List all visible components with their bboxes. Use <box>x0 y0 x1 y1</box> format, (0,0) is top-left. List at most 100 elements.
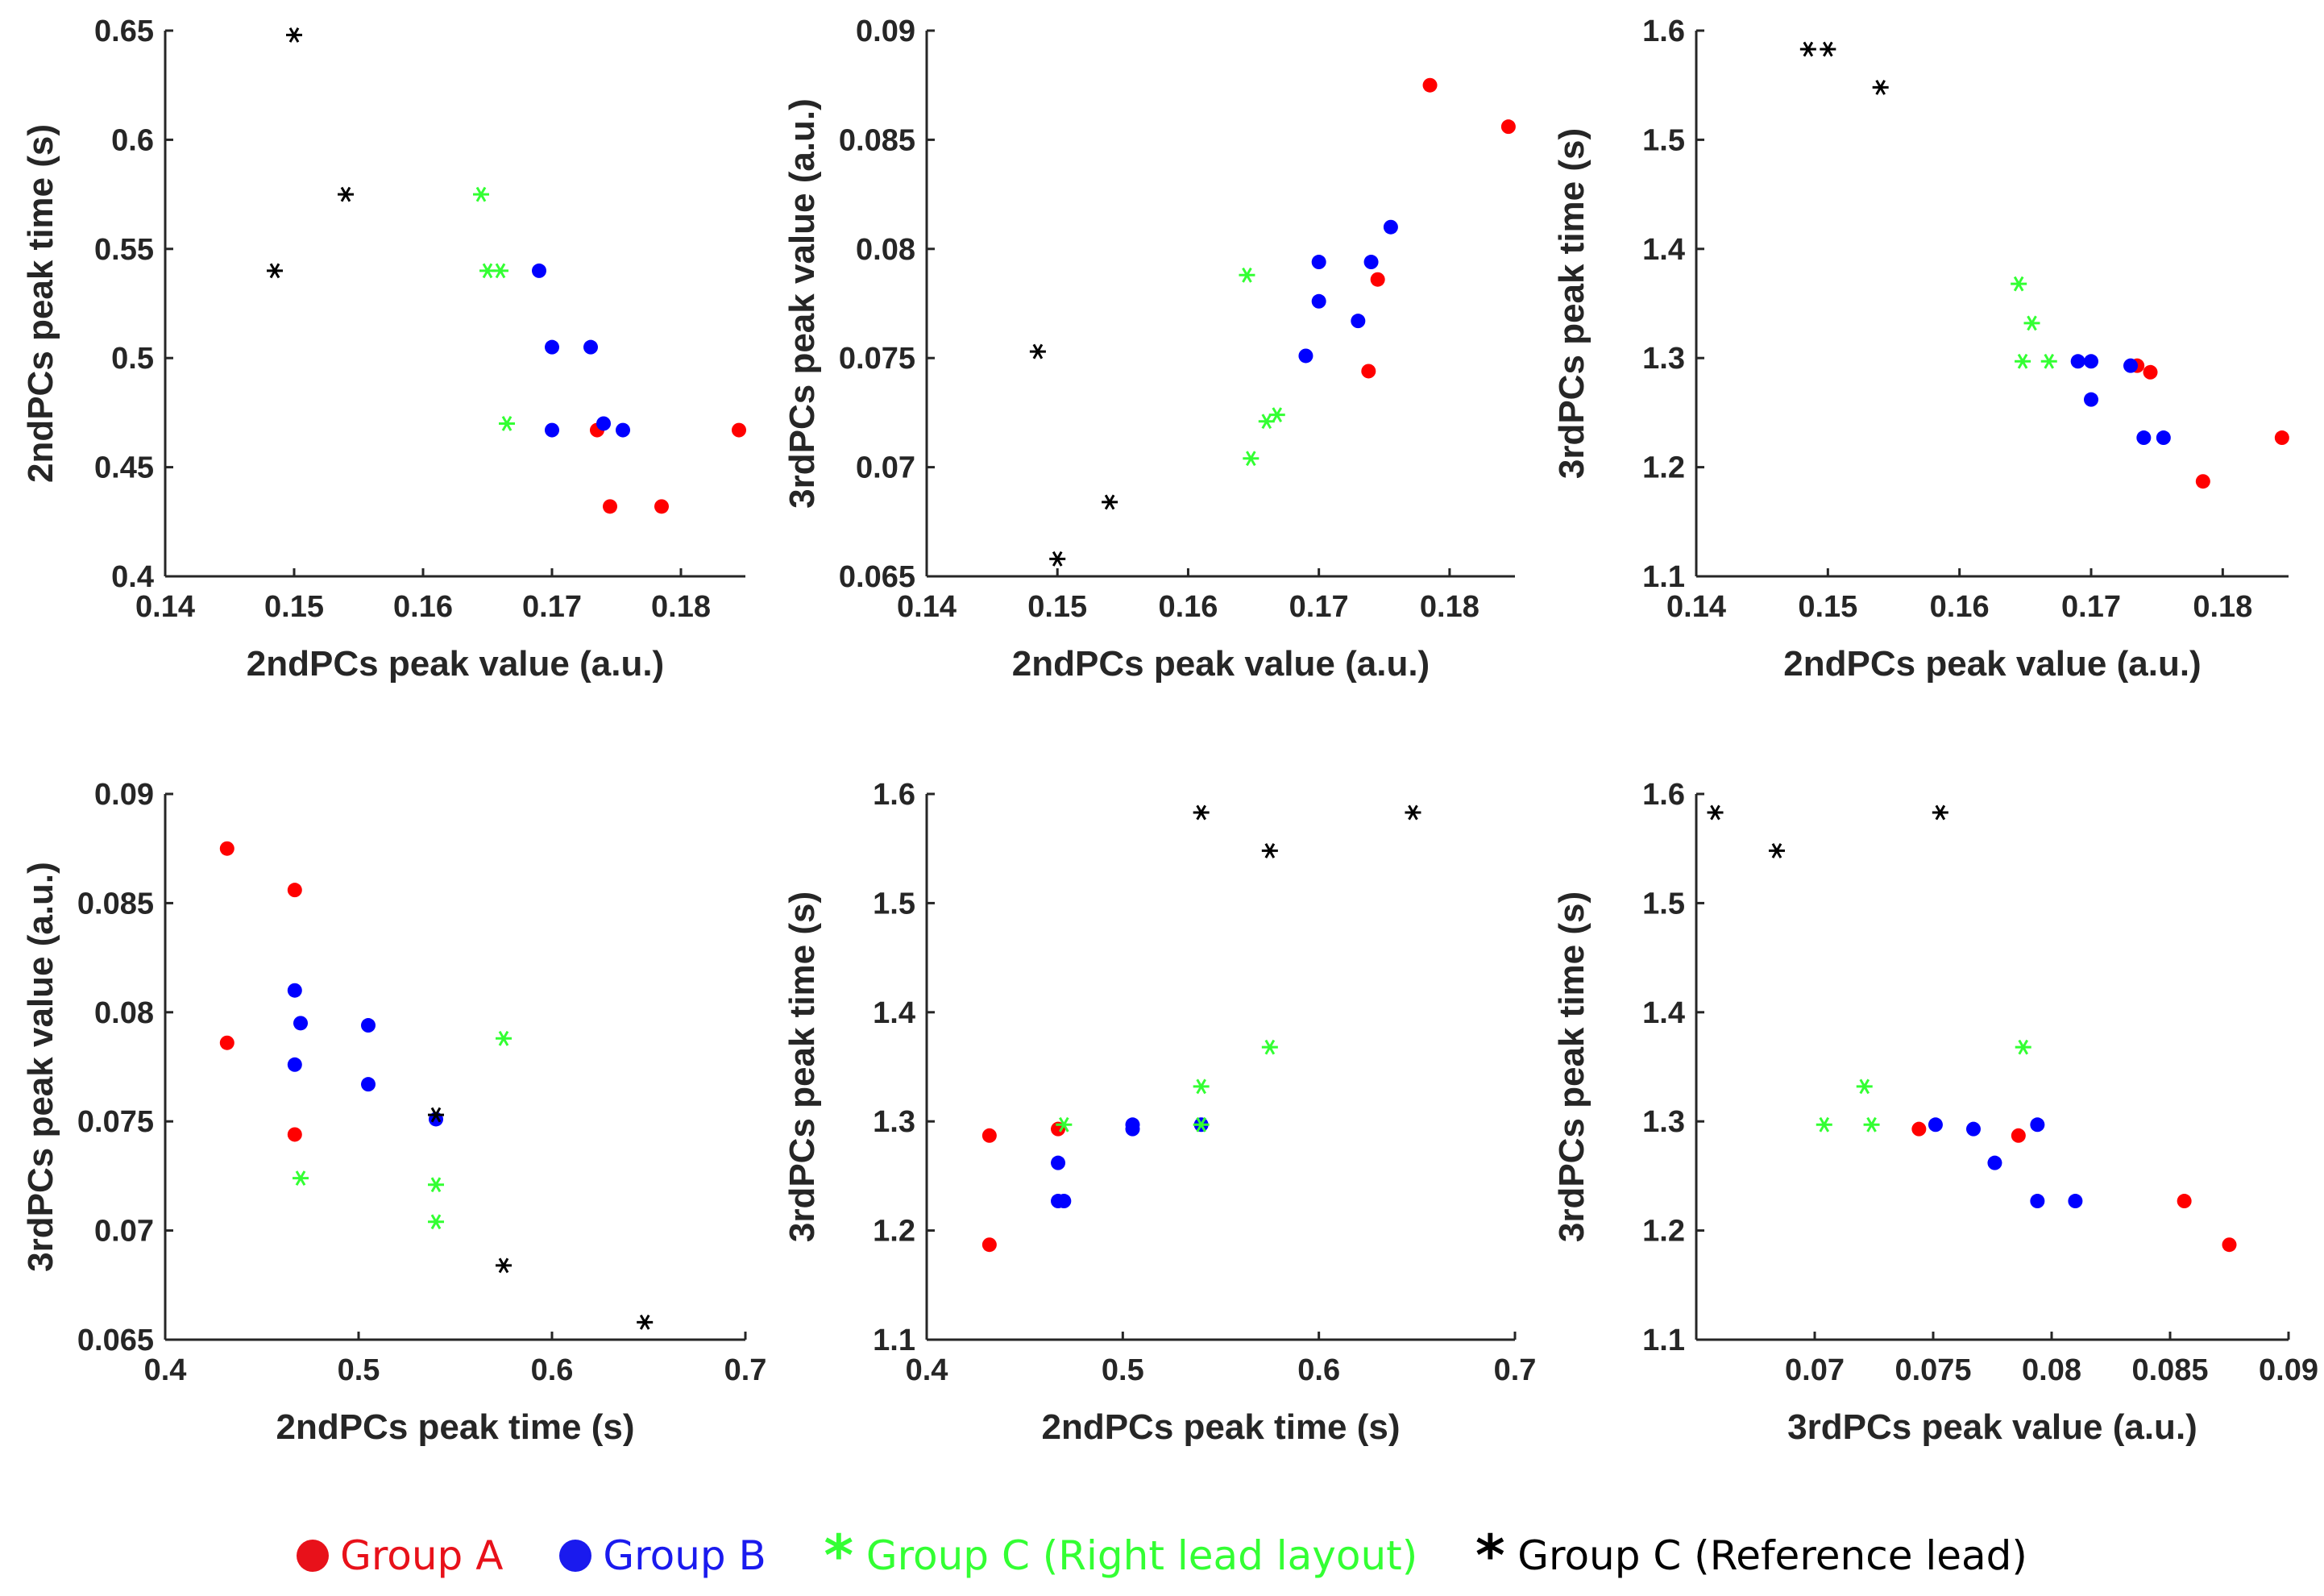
y-axis-label: 3rdPCs peak time (s) <box>1552 892 1592 1242</box>
y-axis-label: 2ndPCs peak time (s) <box>21 124 60 483</box>
x-tick-label: 0.7 <box>1494 1353 1537 1387</box>
point-group-b <box>2136 430 2152 446</box>
point-group-c-ref <box>1049 551 1066 567</box>
x-tick-label: 0.07 <box>1785 1353 1845 1387</box>
chart-panel-1: 0.14 0.15 0.16 0.17 0.18 0.4 0.45 0.5 0.55 0.6 0.6… <box>21 15 746 684</box>
point-group-c-ref <box>338 186 354 202</box>
point-group-c-ref <box>428 1107 444 1123</box>
x-axis-label: 2ndPCs peak value (a.u.) <box>1783 644 2201 684</box>
point-group-b <box>2030 1194 2045 1209</box>
y-tick-label: 0.065 <box>77 1324 154 1357</box>
point-group-c-ref <box>1193 804 1210 821</box>
y-tick-label: 0.4 <box>111 560 154 594</box>
point-group-b <box>545 339 559 355</box>
point-group-b <box>1056 1194 1072 1209</box>
point-group-b <box>2084 354 2098 369</box>
x-axis-label: 2ndPCs peak value (a.u.) <box>247 644 664 684</box>
point-group-c-right <box>428 1214 444 1230</box>
y-tick-label: 1.1 <box>873 1324 915 1357</box>
y-tick-label: 1.2 <box>873 1215 915 1249</box>
point-group-b <box>2030 1117 2045 1133</box>
y-tick-label: 1.4 <box>1642 996 1685 1030</box>
point-group-b <box>287 1057 302 1072</box>
y-tick-label: 1.5 <box>873 887 915 921</box>
x-tick-label: 0.16 <box>393 590 453 624</box>
y-tick-label: 0.45 <box>94 451 154 485</box>
x-tick-label: 0.14 <box>1666 590 1726 624</box>
chart-panel-6: 0.07 0.075 0.08 0.085 0.09 1.1 1.2 1.3 1.4 1.5 1.6… <box>1552 778 2318 1447</box>
x-tick-label: 0.15 <box>1798 590 1857 624</box>
point-group-c-right <box>428 1177 444 1193</box>
y-tick-label: 1.4 <box>1642 233 1685 267</box>
point-group-b <box>616 422 630 438</box>
point-group-b <box>1987 1155 2002 1170</box>
point-group-a <box>603 499 617 514</box>
point-group-c-right <box>496 1030 512 1046</box>
point-group-c-ref <box>286 27 302 43</box>
y-tick-label: 0.075 <box>839 342 915 376</box>
x-tick-label: 0.075 <box>1894 1353 1971 1387</box>
point-group-c-right <box>2040 353 2057 369</box>
y-tick-label: 1.3 <box>1642 342 1685 376</box>
point-group-c-ref <box>1261 842 1278 858</box>
point-group-c-right <box>293 1170 309 1187</box>
x-tick-label: 0.5 <box>338 1353 380 1387</box>
point-group-a <box>2222 1237 2237 1253</box>
y-tick-label: 1.1 <box>1642 560 1685 594</box>
point-group-a <box>2143 364 2158 380</box>
point-group-a <box>2011 1128 2026 1143</box>
point-group-c-ref <box>1102 494 1118 510</box>
y-tick-label: 1.2 <box>1642 451 1685 485</box>
y-tick-label: 1.5 <box>1642 123 1685 157</box>
y-axis-label: 3rdPCs peak value (a.u.) <box>21 862 60 1272</box>
x-tick-label: 0.14 <box>897 590 957 624</box>
x-tick-label: 0.18 <box>2193 590 2252 624</box>
y-tick-label: 0.5 <box>111 342 154 376</box>
point-group-c-right <box>1863 1116 1880 1133</box>
y-axis-label: 3rdPCs peak value (a.u.) <box>782 98 822 509</box>
point-group-b <box>545 422 559 438</box>
y-tick-label: 0.08 <box>94 996 154 1030</box>
point-group-b <box>1311 255 1326 270</box>
point-group-b <box>2068 1194 2083 1209</box>
y-tick-label: 0.55 <box>94 233 154 267</box>
point-group-a <box>287 1127 302 1142</box>
point-group-c-right <box>1239 267 1255 283</box>
x-tick-label: 0.17 <box>1289 590 1349 624</box>
x-axis-label: 2ndPCs peak time (s) <box>1041 1407 1400 1447</box>
legend-item-group-a: Group A <box>297 1532 503 1579</box>
point-group-c-right <box>2015 1039 2031 1055</box>
x-tick-label: 0.18 <box>651 590 711 624</box>
point-group-b <box>361 1077 376 1092</box>
point-group-c-right <box>2023 315 2040 331</box>
y-tick-label: 0.09 <box>856 15 915 48</box>
legend: Group A Group B * Group C (Right lead la… <box>0 1515 2324 1596</box>
x-tick-label: 0.085 <box>2131 1353 2208 1387</box>
point-group-b <box>1051 1155 1066 1170</box>
point-group-c-ref <box>1820 41 1836 57</box>
point-group-b <box>1928 1117 1943 1133</box>
point-group-c-right <box>1261 1039 1278 1055</box>
chart-panel-3: 0.14 0.15 0.16 0.17 0.18 1.1 1.2 1.3 1.4 1.5 1.6 2n… <box>1552 15 2289 684</box>
point-group-a <box>2177 1194 2192 1209</box>
point-group-c-ref <box>267 263 283 279</box>
y-tick-label: 0.65 <box>94 15 154 48</box>
y-tick-label: 0.075 <box>77 1105 154 1139</box>
point-group-c-ref <box>1707 804 1724 821</box>
point-group-b <box>1383 219 1398 235</box>
point-group-c-right <box>1816 1116 1832 1133</box>
point-group-c-ref <box>1405 804 1421 821</box>
point-group-a <box>732 422 746 438</box>
chart-panel-2: 0.14 0.15 0.16 0.17 0.18 0.065 0.07 0.075 0.08 0.… <box>782 15 1516 684</box>
y-tick-label: 0.085 <box>77 887 154 921</box>
y-axis-label: 3rdPCs peak time (s) <box>782 892 822 1242</box>
point-group-b <box>2084 392 2098 407</box>
point-group-a <box>2195 474 2210 489</box>
point-group-b <box>287 983 302 998</box>
legend-label-group-b: Group B <box>603 1532 766 1579</box>
legend-marker-group-c-ref: * <box>1475 1523 1505 1589</box>
point-group-c-ref <box>1768 842 1785 858</box>
y-tick-label: 0.09 <box>94 778 154 812</box>
point-group-a <box>2274 430 2289 446</box>
x-tick-label: 0.5 <box>1102 1353 1144 1387</box>
